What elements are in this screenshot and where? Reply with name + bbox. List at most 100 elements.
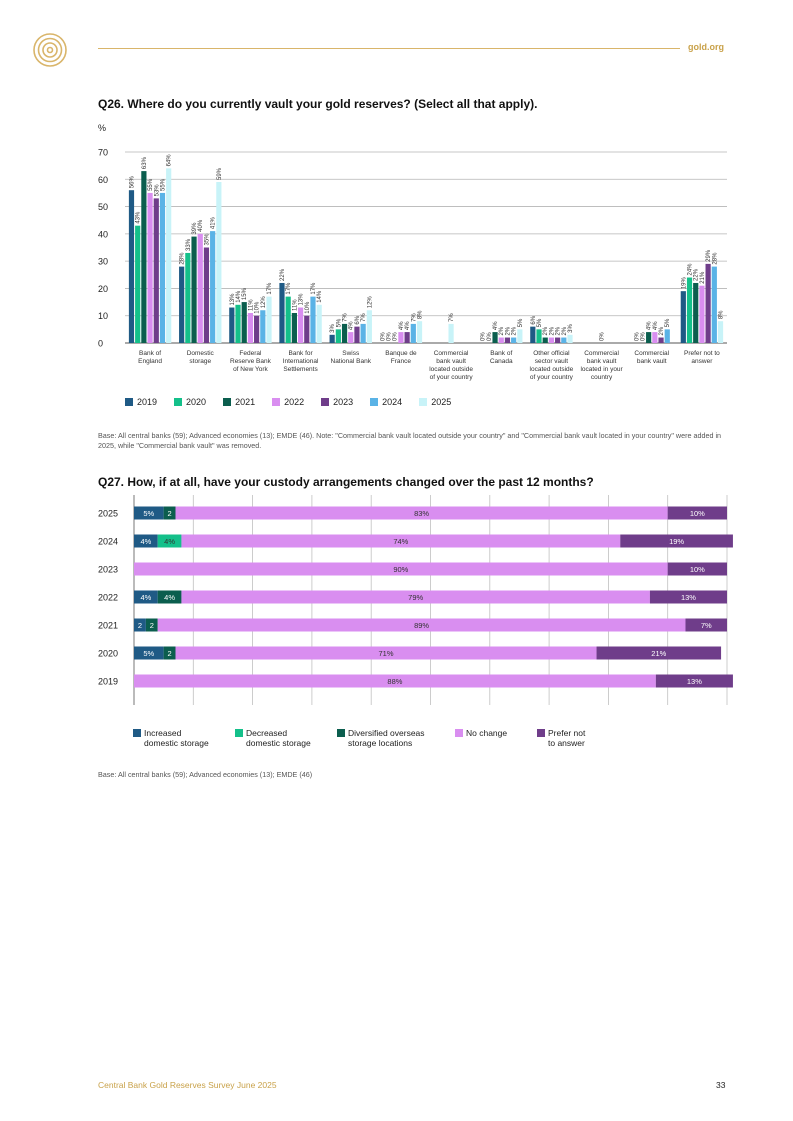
bar-2019	[329, 334, 335, 343]
segment-prefer-not-to-answer	[667, 506, 727, 520]
bar-value-label: 5%	[537, 318, 543, 327]
x-category-label: Federal Reserve Bank of New York	[230, 350, 272, 373]
bar-value-label: 59%	[217, 167, 223, 180]
x-category-label: Commercial bank vault located outside of yo…	[429, 350, 473, 381]
segment-label: 88%	[387, 677, 402, 686]
q27-title: Q27. How, if at all, have your custody a…	[98, 475, 594, 489]
bar-value-label: 55%	[148, 178, 154, 191]
bar-2022	[297, 307, 304, 343]
legend-item-2021: 2021	[223, 397, 255, 407]
legend-swatch	[223, 398, 232, 406]
site-link[interactable]: gold.org	[688, 42, 724, 52]
legend-swatch	[370, 398, 379, 406]
legend-item: Decreased domestic storage	[235, 728, 341, 748]
bar-2024	[210, 231, 216, 343]
row-label: 2020	[98, 649, 118, 659]
segment-label: 2	[167, 509, 171, 518]
segment-label: 4%	[140, 593, 151, 602]
q27-custody-change-chart: 2025 5% 2 83% 10% 2024 4% 4% 74% 19% 2023 90% 10% 202…	[98, 495, 733, 705]
legend-swatch	[133, 729, 141, 737]
bar-value-label: 17%	[267, 282, 273, 295]
bar-value-label: 41%	[211, 216, 217, 229]
bar-2019	[279, 282, 285, 343]
legend-item-2022: 2022	[272, 397, 304, 407]
legend-item-2025: 2025	[419, 397, 451, 407]
legend-swatch	[174, 398, 183, 406]
legend-swatch	[235, 729, 243, 737]
legend-label-line: storage locations	[348, 738, 413, 748]
bar-value-label: 5%	[336, 318, 342, 327]
bar-value-label: 2%	[543, 326, 549, 335]
bar-value-label: 3%	[568, 323, 574, 332]
bar-value-label: 12%	[261, 296, 267, 309]
segment-increased-domestic-storage	[134, 590, 158, 604]
bar-value-label: 14%	[236, 290, 242, 303]
bar-2019	[128, 190, 135, 343]
bar-value-label: 2%	[505, 326, 511, 335]
bar-2020	[135, 225, 141, 343]
bar-2020	[285, 296, 291, 343]
bar-2023	[404, 332, 410, 343]
segment-no-change	[157, 618, 686, 632]
bar-value-label: 24%	[688, 263, 694, 276]
segment-label: 83%	[414, 509, 429, 518]
bar-value-label: 15%	[242, 287, 248, 300]
bar-2019	[530, 326, 536, 343]
y-tick-label: 60	[98, 175, 108, 185]
segment-label: 10%	[690, 509, 705, 518]
bar-value-label: 6%	[531, 315, 537, 324]
bar-value-label: 8%	[719, 310, 725, 319]
bar-2023	[354, 326, 360, 343]
bar-2021	[693, 282, 699, 343]
bar-2021	[646, 332, 652, 343]
bar-2023	[504, 337, 511, 343]
y-tick-label: 30	[98, 257, 108, 267]
bar-value-label: 4%	[399, 321, 405, 330]
y-tick-label: 50	[98, 202, 108, 212]
bar-value-label: 55%	[160, 178, 166, 191]
segment-prefer-not-to-answer	[655, 674, 733, 688]
bar-value-label: 2%	[562, 326, 568, 335]
bar-value-label: 10%	[255, 301, 261, 314]
bar-2023	[555, 337, 561, 343]
gold-council-logo	[33, 33, 67, 67]
bar-2020	[536, 329, 542, 343]
x-category-label: Bank for International Settlements	[283, 350, 319, 373]
segment-no-change	[181, 534, 621, 548]
bar-2020	[235, 304, 241, 343]
bar-value-label: 0%	[481, 332, 487, 341]
bar-value-label: 2%	[659, 326, 665, 335]
bar-value-label: 3%	[330, 323, 336, 332]
y-tick-label: 40	[98, 229, 108, 239]
bar-2025	[266, 296, 272, 343]
legend-swatch	[455, 729, 463, 737]
bar-2021	[241, 302, 247, 343]
bar-2025	[416, 321, 423, 343]
bar-value-label: 22%	[694, 268, 700, 281]
bar-2019	[229, 307, 235, 343]
x-category-label: Other official sector vault located outsid…	[530, 350, 574, 381]
segment-prefer-not-to-answer	[667, 562, 727, 576]
bar-value-label: 11%	[292, 299, 298, 311]
bar-value-label: 10%	[305, 301, 311, 314]
segment-label: 7%	[701, 621, 712, 630]
segment-label: 13%	[687, 677, 702, 686]
segment-label: 74%	[393, 537, 408, 546]
segment-increased-domestic-storage	[134, 534, 158, 548]
segment-label: 10%	[690, 565, 705, 574]
segment-label: 4%	[140, 537, 151, 546]
x-category-label: Bank of Canada	[490, 350, 513, 365]
legend-label-line: Prefer not	[548, 728, 586, 738]
bar-2024	[511, 337, 517, 343]
bar-2024	[260, 310, 266, 343]
segment-label: 4%	[164, 593, 175, 602]
segment-label: 2	[150, 621, 154, 630]
bar-2023	[153, 198, 159, 343]
bar-2025	[316, 304, 322, 343]
legend-item-2023: 2023	[321, 397, 353, 407]
bar-2021	[191, 236, 197, 343]
row-label: 2024	[98, 537, 118, 547]
bar-value-label: 7%	[449, 313, 455, 322]
bar-value-label: 19%	[681, 276, 687, 289]
legend-swatch	[272, 398, 281, 406]
